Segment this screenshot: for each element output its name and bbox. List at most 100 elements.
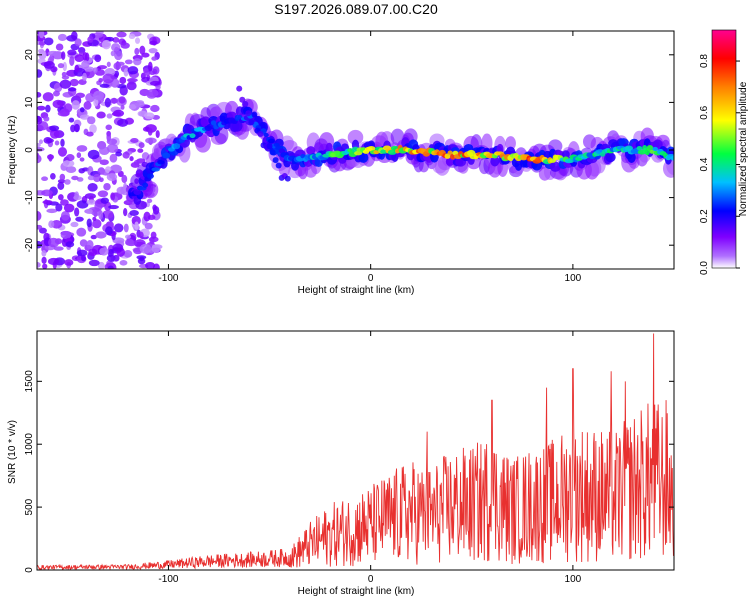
spectrogram-cell (272, 157, 279, 164)
spectrogram-cell (605, 152, 616, 163)
spectrogram-cell (75, 92, 86, 98)
spectrogram-cell (74, 207, 80, 217)
spectrogram-cell (86, 218, 92, 228)
spectrogram-cell (48, 154, 53, 162)
spectrogram-cell (59, 173, 66, 181)
spectrogram-cell (137, 148, 144, 153)
spectrogram-cell (129, 210, 139, 217)
spectrogram-cell (189, 133, 196, 139)
spectrogram-cell (245, 110, 252, 117)
spectrogram-cell (134, 37, 141, 44)
spectrogram-cell (79, 157, 85, 162)
spectrogram-cell (37, 115, 43, 125)
spectrogram-cell (64, 259, 74, 266)
x-tick-label: 0 (368, 273, 374, 284)
spectrogram-cell (120, 104, 125, 110)
spectrogram-cell (106, 113, 113, 119)
spectrogram-cell (79, 114, 90, 120)
spectrogram-cell (113, 223, 124, 233)
spectrogram-cell (78, 168, 86, 174)
spectrogram-cell (130, 137, 139, 144)
spectrogram-cell (157, 159, 165, 165)
spectrogram-cell (74, 191, 80, 200)
spectrogram-cell (367, 145, 376, 152)
spectrogram-cell (37, 210, 42, 221)
spectrogram-cell (38, 41, 46, 46)
spectrogram-cell (74, 54, 84, 63)
spectrogram-cell (155, 84, 161, 90)
spectrogram-cell (76, 249, 88, 257)
colorbar-tick-label: 0.6 (699, 105, 710, 119)
spectrogram-cell (98, 210, 104, 220)
x-tick-label: -100 (158, 273, 178, 284)
spectrogram-cell (347, 129, 364, 145)
spectrogram-cell (87, 36, 94, 43)
spectrogram-cell (112, 36, 120, 43)
spectrogram-cell (53, 246, 64, 251)
spectrogram-cell (134, 221, 139, 230)
spectrogram-cell (138, 142, 145, 149)
y-tick-label: -10 (24, 190, 35, 205)
spectrogram-cell (300, 154, 306, 159)
spectrogram-cell (98, 177, 104, 183)
spectrogram-cell (97, 190, 109, 198)
spectrogram-cell (89, 124, 97, 134)
spectrogram-cell (263, 132, 269, 138)
spectrogram-cell (106, 173, 118, 182)
spectrogram-cell (55, 43, 64, 51)
spectrogram-cell (65, 154, 75, 162)
spectrogram-cell (68, 117, 75, 123)
spectrogram-cell (57, 147, 68, 157)
spectrogram-cell (67, 87, 77, 92)
spectrogram-cell (162, 152, 171, 159)
spectrogram-cell (134, 47, 140, 56)
spectrogram-cell (71, 175, 79, 181)
spectrogram-cell (152, 204, 157, 211)
spectrogram-cell (467, 149, 476, 157)
spectrogram-cell (102, 209, 114, 219)
spectrogram-cell (82, 72, 87, 82)
spectrogram-cell (37, 142, 41, 148)
spectrogram-cell (236, 85, 243, 92)
spectrogram-cell (76, 200, 89, 209)
spectrogram-cell (143, 112, 155, 120)
spectrogram-cell (445, 157, 455, 166)
spectrogram-cell (146, 173, 154, 179)
spectrogram-cell (50, 172, 56, 180)
spectrogram-cell (110, 50, 116, 57)
colorbar-gradient (711, 29, 737, 269)
spectrogram-cell (106, 143, 119, 154)
spectrogram-cell (248, 119, 255, 126)
spectrogram-cell (155, 130, 160, 138)
spectrogram-cell (79, 107, 85, 113)
spectrogram-cell (110, 192, 116, 201)
spectrogram-cell (41, 250, 47, 257)
spectrogram-cell (117, 118, 129, 127)
spectrogram-cell (67, 49, 77, 56)
spectrogram-cell (145, 261, 156, 269)
spectrogram-cell (114, 50, 123, 61)
spectrogram-cell (139, 256, 145, 262)
spectrogram-cell (210, 120, 217, 126)
spectrogram-cell (109, 153, 118, 163)
x-tick-label: 100 (565, 574, 582, 585)
spectrogram-cell (58, 194, 64, 201)
spectrogram-cell (74, 38, 82, 47)
spectrogram-cell (173, 142, 181, 150)
spectrogram-cell (62, 160, 75, 168)
spectrogram-cell (123, 223, 129, 233)
spectrogram-cell (60, 138, 65, 147)
spectrogram-cell (45, 104, 51, 113)
spectrogram-cell (147, 127, 153, 136)
spectrogram-cell (123, 68, 129, 77)
spectrogram-cell (71, 31, 78, 41)
spectrogram-cell (57, 110, 70, 117)
spectrogram-cell (145, 137, 157, 144)
spectrogram-cell (119, 76, 127, 85)
spectrogram-cell (60, 230, 72, 240)
x-tick-label: -100 (158, 574, 178, 585)
spectrogram-cell (42, 263, 48, 269)
spectrogram-cell (251, 111, 258, 118)
